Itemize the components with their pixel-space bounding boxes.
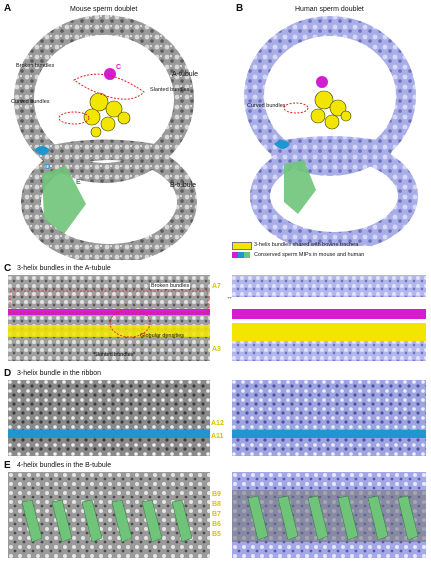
legend-green-swatch [244,252,250,258]
label-c-broken: Broken bundles [150,283,191,289]
mouse-doublet-map [14,15,197,260]
panel-c-mouse-view [8,275,210,361]
label-c: C [116,64,122,71]
label-b6: B6 [212,521,221,528]
panel-e-title: 4-helix bundles in the B-tubule [17,462,112,469]
green-bundle [42,166,86,234]
magenta-mip [104,68,116,80]
label-a7: A7 [212,283,221,290]
yellow-band-c-human [232,323,426,341]
panel-b-letter: B [236,3,244,14]
panel-a-title: Mouse sperm doublet [70,6,138,13]
magenta-band-c-human [232,309,426,319]
panel-e-letter: E [4,460,11,471]
panel-d-title: 3-helix bundle in the ribbon [17,370,102,377]
label-b5: B5 [212,531,221,538]
label-b7: B7 [212,511,221,518]
yellow-bundle-cluster [83,92,131,138]
label-a12: A12 [211,420,224,427]
yellow-band-c [8,325,210,337]
a-tubule-ring-human [244,16,416,176]
panel-d-letter: D [4,368,12,379]
panel-e-mouse-view [8,472,210,558]
panel-d-mouse-view [8,380,210,456]
panel-e-human-view [232,472,426,558]
cyan-band-d-human [232,430,426,438]
label-b9: B9 [212,491,221,498]
label-a3: A3 [212,346,221,353]
label-a11: A11 [211,433,224,440]
label-a-tubule: A-tubule [172,71,199,78]
legend-magenta-swatch [232,252,238,258]
label-curved-bundles-human: Curved bundles [247,103,286,109]
panel-a-letter: A [4,3,12,14]
magenta-band-c [8,309,210,315]
label-c-globular: Globular densities [140,333,185,339]
label-e: E [76,179,81,186]
legend-yellow-swatch [232,242,252,250]
cyan-mip-human [274,140,290,149]
panel-c-title: 3-helix bundles in the A-tubule [17,265,111,272]
panel-c-human-view [232,275,426,361]
double-arrow: ↔ [226,294,233,301]
label-b8: B8 [212,501,221,508]
label-d: D [45,164,51,171]
label-broken-bundles: Broken bundles [16,63,55,69]
label-slanted-bundles: Slanted bundles [150,87,190,93]
legend-mips-text: Conserved sperm MIPs in mouse and human [254,252,365,258]
label-curved-bundles: Curved bundles [11,99,50,105]
label-b-tubule: B-tubule [170,182,197,189]
legend-yellow-text: 3-helix bundles shared with bovine trach… [254,242,359,248]
human-doublet-map [244,16,418,246]
green-bundle-human [284,160,316,214]
label-c-slanted: Slanted bundles [94,352,134,358]
cyan-mip [34,146,50,155]
magenta-mip-human [316,76,328,88]
a-tubule-ring [14,15,194,183]
panel-d-human-view [232,380,426,456]
yellow-bundle-cluster-human [310,90,352,130]
panel-b-title: Human sperm doublet [295,6,364,13]
panel-c-letter: C [4,263,12,274]
green-helix-row-human [247,495,419,541]
cyan-band-d [8,430,210,438]
green-helix-row [21,499,193,543]
legend-cyan-swatch [238,252,244,258]
